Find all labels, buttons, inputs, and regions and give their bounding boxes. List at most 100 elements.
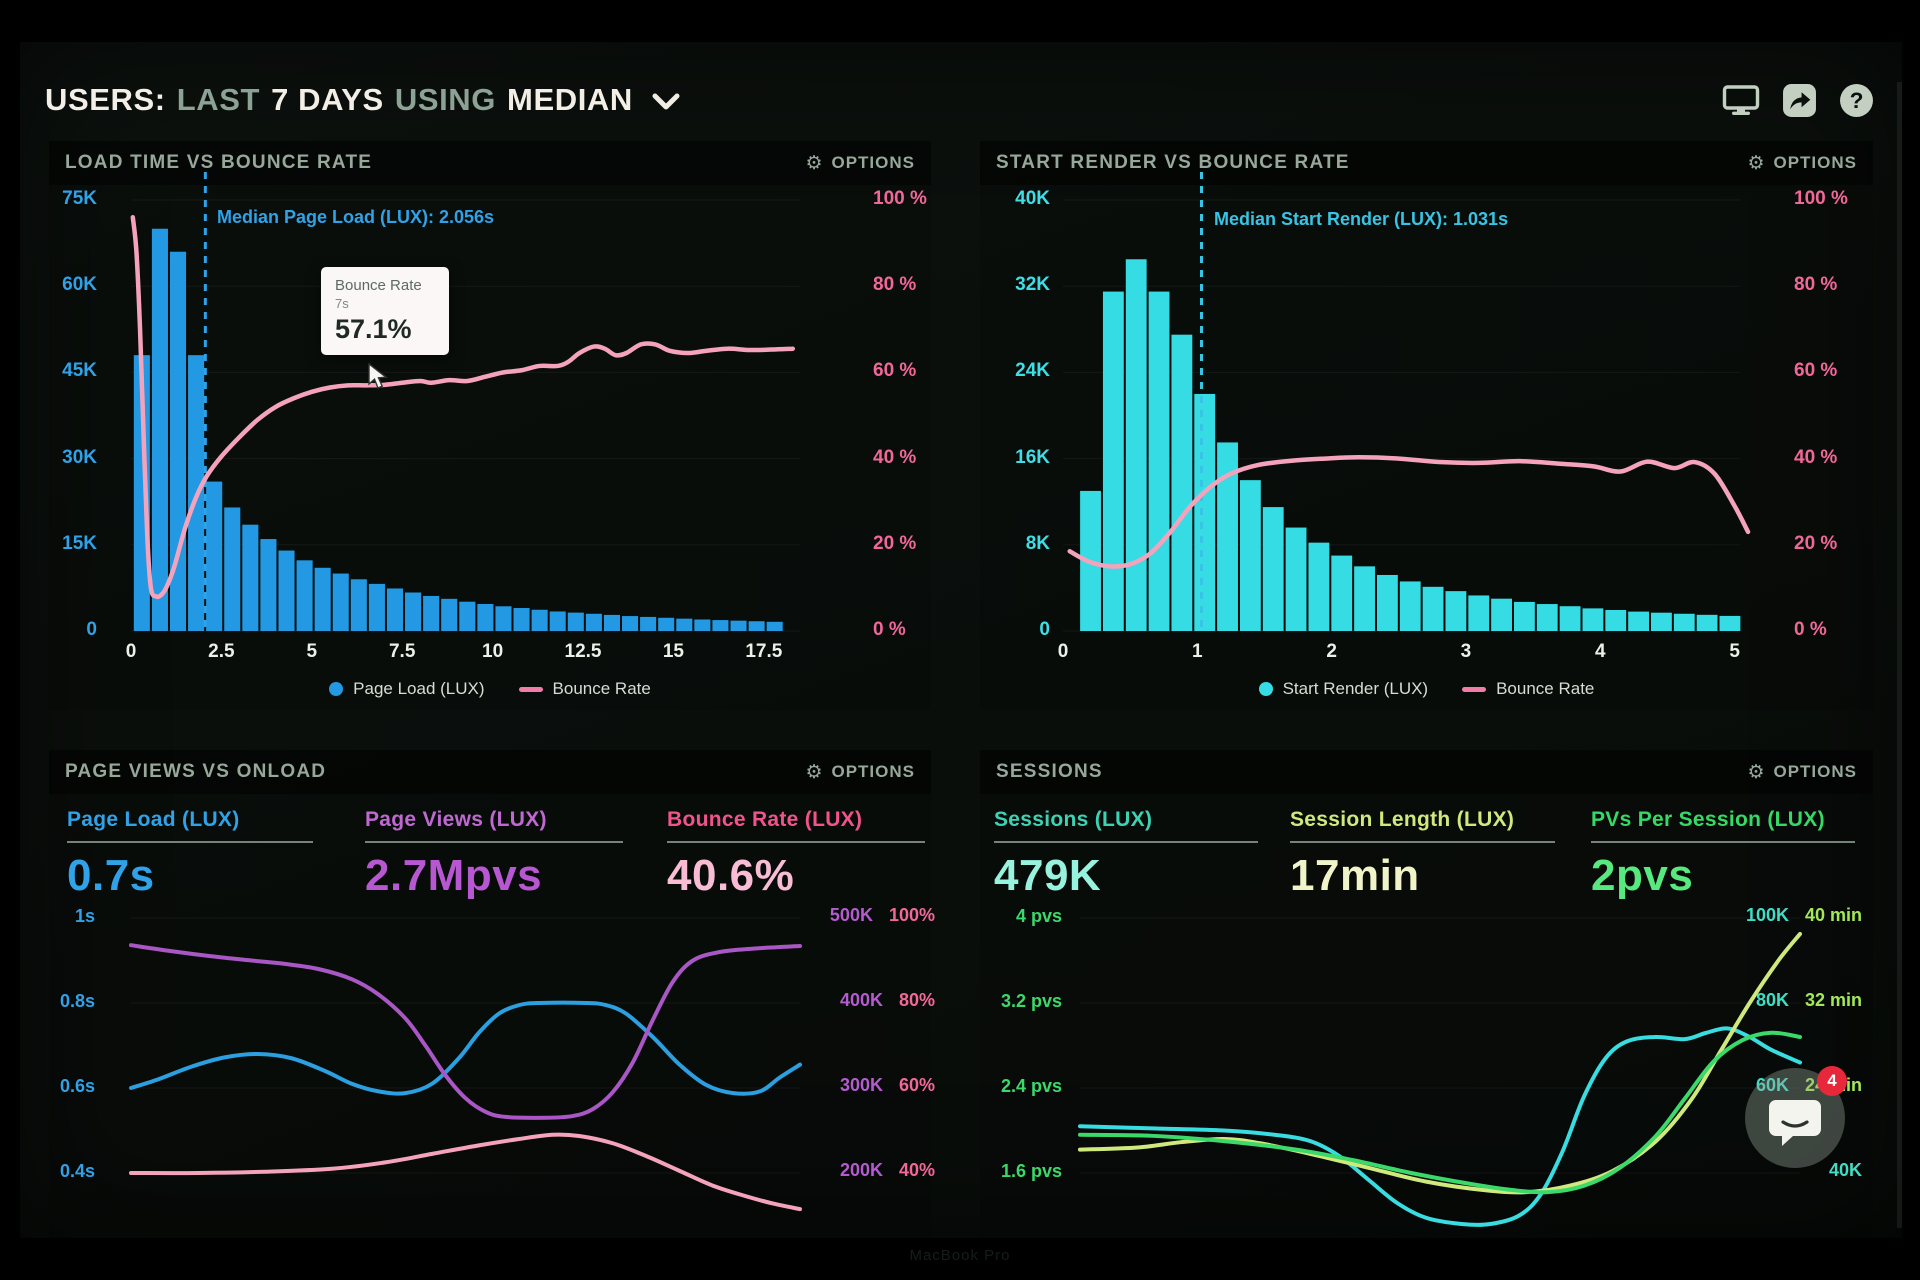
histogram-bar[interactable] [477, 603, 494, 631]
histogram-bar[interactable] [567, 612, 584, 631]
histogram-bar[interactable] [1582, 608, 1604, 631]
histogram-bar[interactable] [1696, 614, 1718, 631]
histogram-bar[interactable] [260, 539, 277, 631]
y-axis-left: 75K 60K 45K 30K 15K 0 [49, 141, 97, 710]
histogram-bar[interactable] [1513, 601, 1535, 631]
share-icon[interactable] [1782, 83, 1817, 118]
histogram-bar[interactable] [1331, 555, 1353, 631]
histogram-bar[interactable] [1194, 393, 1216, 631]
histogram-bar[interactable] [423, 595, 440, 631]
histogram-bar[interactable] [1148, 291, 1170, 631]
axis-tick: 20 % [1794, 532, 1838, 554]
histogram-bar[interactable] [1285, 527, 1307, 631]
options-button[interactable]: ⚙ OPTIONS [805, 153, 915, 173]
metric-value: 2pvs [1591, 851, 1694, 900]
chart-plot[interactable] [130, 172, 800, 632]
histogram-bar[interactable] [1468, 595, 1490, 631]
histogram-bar[interactable] [1422, 586, 1444, 631]
histogram-bar[interactable] [459, 601, 476, 631]
histogram-bar[interactable] [1262, 507, 1284, 631]
histogram-bar[interactable] [1605, 609, 1627, 631]
histogram-bar[interactable] [441, 598, 458, 631]
axis-tick: 3.2 pvs [1000, 991, 1062, 1011]
histogram-bar[interactable] [224, 507, 241, 631]
title-segment: USERS: [45, 82, 166, 117]
axis-tick: 3 [1460, 641, 1472, 662]
axis-tick: 45K [62, 360, 97, 382]
histogram-bar[interactable] [242, 524, 259, 631]
header-icons: ? [1722, 83, 1874, 118]
chat-button[interactable]: 4 [1743, 1066, 1847, 1170]
axis-tick: 60K [1756, 1075, 1789, 1096]
histogram-bar[interactable] [332, 573, 349, 631]
histogram-bar[interactable] [206, 481, 223, 631]
metric-label: Bounce Rate (LUX) [667, 808, 863, 831]
display-icon[interactable] [1722, 84, 1760, 116]
chart-plot[interactable] [1063, 172, 1751, 632]
histogram-bar[interactable] [676, 618, 693, 631]
histogram-bar[interactable] [495, 606, 512, 631]
histogram-bar[interactable] [1376, 574, 1398, 631]
histogram-bar[interactable] [350, 579, 367, 631]
histogram-bar[interactable] [1628, 611, 1650, 631]
axis-tick: 40 min [1804, 905, 1862, 925]
gear-icon: ⚙ [1747, 761, 1766, 783]
options-button[interactable]: ⚙ OPTIONS [1747, 762, 1857, 782]
histogram-bar[interactable] [1491, 598, 1512, 631]
histogram-bar[interactable] [712, 620, 729, 631]
chart-plot[interactable] [1078, 900, 1802, 1238]
histogram-bar[interactable] [151, 228, 168, 631]
histogram-bar[interactable] [640, 616, 657, 631]
histogram-bar[interactable] [1651, 612, 1672, 631]
histogram-bar[interactable] [1399, 581, 1421, 631]
histogram-bar[interactable] [603, 614, 620, 631]
axis-tick: 0 % [873, 619, 906, 640]
options-button[interactable]: ⚙ OPTIONS [1747, 153, 1857, 173]
options-button[interactable]: ⚙ OPTIONS [805, 762, 915, 782]
histogram-bar[interactable] [1308, 542, 1330, 631]
histogram-bar[interactable] [1673, 613, 1695, 631]
histogram-bar[interactable] [658, 617, 675, 631]
histogram-bar[interactable] [549, 611, 566, 631]
histogram-bar[interactable] [1217, 442, 1238, 631]
histogram-bar[interactable] [766, 621, 783, 631]
options-label: OPTIONS [831, 762, 915, 781]
histogram-bar[interactable] [694, 619, 711, 631]
panel-title: PAGE VIEWS VS ONLOAD [65, 761, 327, 782]
histogram-bar[interactable] [405, 592, 422, 631]
histogram-bar[interactable] [296, 560, 313, 631]
histogram-bar[interactable] [730, 620, 747, 631]
histogram-bar[interactable] [513, 608, 530, 631]
histogram-bar[interactable] [1125, 259, 1147, 631]
histogram-bar[interactable] [1239, 480, 1261, 631]
histogram-bar[interactable] [1559, 606, 1581, 631]
histogram-bar[interactable] [386, 588, 404, 631]
histogram-bar[interactable] [314, 567, 331, 631]
device-label: MacBook Pro [909, 1247, 1011, 1264]
histogram-bar[interactable] [278, 550, 295, 631]
histogram-bar[interactable] [1719, 615, 1741, 631]
histogram-bar[interactable] [1354, 566, 1375, 631]
histogram-bar[interactable] [368, 583, 385, 631]
chevron-down-icon[interactable] [652, 93, 680, 111]
histogram-bar[interactable] [1445, 591, 1467, 631]
chart-plot[interactable] [129, 900, 802, 1238]
histogram-bar[interactable] [748, 621, 765, 631]
histogram-bar[interactable] [1171, 334, 1193, 631]
help-icon[interactable]: ? [1839, 83, 1874, 118]
histogram-bar[interactable] [531, 609, 548, 631]
axis-tick: 0.6s [59, 1076, 95, 1096]
metric-underline [1290, 841, 1555, 843]
axis-tick: 20 % [873, 532, 917, 554]
axis-tick: 1.6 pvs [1000, 1161, 1062, 1181]
histogram-bar[interactable] [1536, 604, 1558, 631]
legend: Start Render (LUX) Bounce Rate [980, 679, 1873, 699]
axis-tick: 16K [1015, 446, 1050, 468]
histogram-bar[interactable] [621, 616, 639, 631]
title-segment: MEDIAN [507, 82, 633, 117]
histogram-bar[interactable] [1102, 291, 1124, 631]
histogram-bar[interactable] [133, 355, 150, 631]
axis-tick-pair: 100K 40 min [1746, 905, 1862, 926]
histogram-bar[interactable] [585, 613, 602, 631]
axis-tick: 60% [898, 1075, 935, 1095]
